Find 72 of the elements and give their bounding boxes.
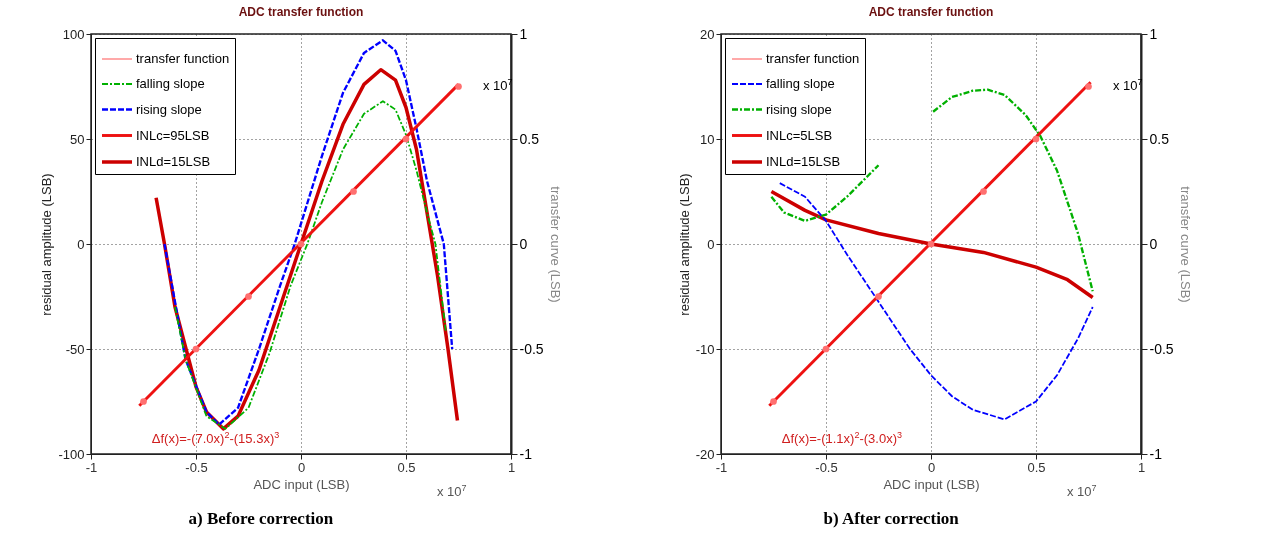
x-axis-title: ADC input (LSB) (253, 476, 350, 492)
y-tick-label: 10 (700, 131, 715, 147)
annotation: x 10$^{7}$ (1113, 77, 1143, 94)
x-tick-label: 1 (1137, 459, 1146, 475)
point (140, 398, 147, 405)
x-tick-label: -1 (715, 459, 728, 475)
point (927, 240, 935, 248)
y2-axis-title: transfer curve (LSB) (1177, 186, 1193, 303)
x-tick-label: -0.5 (815, 459, 838, 475)
text: a) Before correction (188, 509, 334, 528)
point (245, 293, 252, 300)
y-tick-label: 0 (77, 236, 85, 252)
y2-tick-label: -1 (519, 445, 533, 462)
y2-tick-label: 0.5 (519, 130, 540, 147)
y-tick-label: 0 (707, 236, 715, 252)
y-tick-label: -100 (58, 446, 85, 462)
point (1085, 83, 1092, 90)
y-axis-title: residual amplitude (LSB) (676, 173, 692, 316)
text: x 10$^{7}$ (1067, 483, 1097, 500)
point (1032, 135, 1040, 143)
legend-label: INLd=15LSB (136, 154, 211, 169)
point (980, 188, 987, 195)
legend-label: INLc=95LSB (136, 127, 210, 143)
legend-label: falling slope (766, 76, 835, 91)
point (402, 135, 410, 143)
legend-label: rising slope (766, 101, 832, 117)
y-tick-label: 50 (70, 131, 85, 147)
y2-tick-label: 1 (1149, 25, 1158, 42)
y2-tick-label: -1 (1149, 445, 1163, 462)
y-axis-title: residual amplitude (LSB) (39, 173, 55, 316)
legend-label: falling slope (136, 76, 205, 91)
y-tick-label: -10 (695, 341, 715, 357)
y2-tick-label: 0.5 (1149, 130, 1170, 147)
y-tick-label: -50 (65, 341, 85, 357)
chart-title: ADC transfer function (238, 5, 364, 19)
annotation: x 10$^{7}$ (483, 77, 513, 94)
legend-label: transfer function (766, 51, 860, 66)
x-tick-label: 0.5 (1027, 459, 1046, 475)
y2-tick-label: 1 (519, 25, 528, 42)
point (192, 345, 200, 353)
point (297, 240, 305, 248)
point (455, 83, 462, 90)
x-tick-label: 0.5 (397, 459, 416, 475)
x-tick-label: 1 (507, 459, 516, 475)
x-tick-label: -1 (85, 459, 98, 475)
line-series (769, 189, 1095, 300)
annotation: Δf(x)=-(1.1x)$^{2}$-(3.0x)$^{3}$ (781, 430, 902, 447)
legend-label: transfer function (136, 51, 230, 66)
y2-tick-label: -0.5 (519, 340, 544, 357)
legend-label: INLd=15LSB (766, 154, 841, 169)
x-tick-label: -0.5 (185, 459, 208, 475)
y-tick-label: -20 (695, 446, 715, 462)
legend-label: rising slope (136, 101, 202, 117)
text: b) After correction (823, 509, 959, 528)
legend-label: INLc=5LSB (766, 127, 833, 143)
x-tick-label: 0 (927, 459, 936, 475)
x-tick-label: 0 (297, 459, 306, 475)
point (770, 398, 777, 405)
chart-title: ADC transfer function (868, 5, 994, 19)
y2-tick-label: 0 (519, 235, 528, 252)
point (822, 345, 830, 353)
y-tick-label: 20 (700, 26, 715, 42)
y2-tick-label: -0.5 (1149, 340, 1174, 357)
line-series (778, 182, 1094, 421)
text: x 10$^{7}$ (437, 483, 467, 500)
annotation: Δf(x)=-(7.0x)$^{2}$-(15.3x)$^{3}$ (151, 430, 280, 447)
y2-axis-title: transfer curve (LSB) (547, 186, 563, 303)
y-tick-label: 100 (62, 26, 85, 42)
y2-tick-label: 0 (1149, 235, 1158, 252)
x-axis-title: ADC input (LSB) (883, 476, 980, 492)
point (350, 188, 357, 195)
point (875, 293, 882, 300)
